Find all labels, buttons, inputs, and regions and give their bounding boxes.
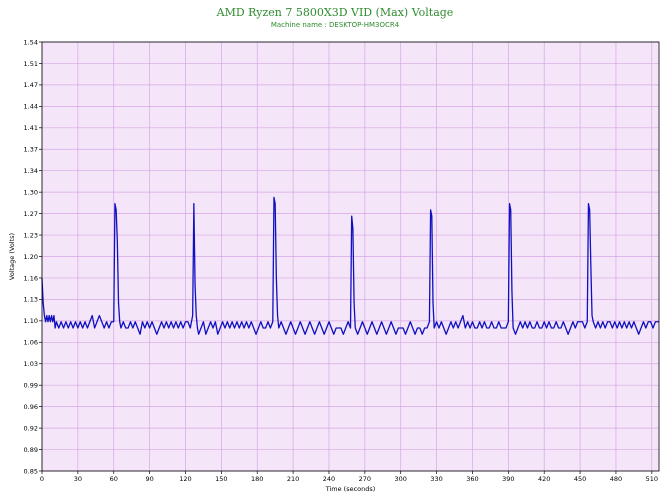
y-axis-ticks: 0.85 0.89 0.92 0.96 0.99 1.03 1.06 1.10 1.13 1.16…: [24, 38, 42, 475]
y-tick-label: 1.23: [24, 231, 38, 239]
voltage-series-line: [41, 196, 659, 335]
y-tick-label: 1.41: [24, 124, 38, 132]
y-tick-label: 1.47: [24, 81, 38, 89]
y-tick-label: 1.30: [24, 188, 38, 196]
gridlines: [41, 41, 659, 472]
x-tick-label: 300: [395, 475, 407, 483]
x-axis-ticks: 0 30 60 90 120 150 180 210 240 270 300 330 360 390 420…: [40, 471, 658, 483]
series-layer: [41, 196, 659, 335]
y-tick-label: 1.10: [24, 317, 38, 325]
x-tick-label: 210: [287, 475, 299, 483]
y-tick-label: 1.27: [24, 210, 38, 218]
x-tick-label: 510: [646, 475, 658, 483]
x-tick-label: 390: [502, 475, 514, 483]
x-tick-label: 0: [40, 475, 44, 483]
y-tick-label: 0.96: [24, 403, 38, 411]
x-tick-label: 60: [110, 475, 118, 483]
y-tick-label: 0.92: [24, 424, 38, 432]
x-tick-label: 270: [359, 475, 371, 483]
y-tick-label: 0.89: [24, 446, 38, 454]
y-tick-label: 1.51: [24, 60, 38, 68]
x-tick-label: 180: [251, 475, 263, 483]
x-tick-label: 480: [610, 475, 622, 483]
x-tick-label: 360: [466, 475, 478, 483]
y-tick-label: 0.85: [24, 467, 38, 475]
y-tick-label: 1.20: [24, 253, 38, 261]
x-tick-label: 90: [145, 475, 153, 483]
chart-subtitle: Machine name : DESKTOP-HM3OCR4: [270, 21, 400, 29]
x-axis-label: Time (seconds): [325, 485, 376, 493]
x-tick-label: 420: [538, 475, 550, 483]
y-tick-label: 1.37: [24, 146, 38, 154]
y-axis-label: Voltage (Volts): [8, 233, 16, 280]
x-tick-label: 150: [215, 475, 227, 483]
chart-title: AMD Ryzen 7 5800X3D VID (Max) Voltage: [216, 6, 454, 19]
x-tick-label: 30: [74, 475, 82, 483]
y-tick-label: 1.54: [24, 38, 38, 46]
y-tick-label: 1.06: [24, 339, 38, 347]
x-tick-label: 450: [574, 475, 586, 483]
y-tick-label: 1.03: [24, 360, 38, 368]
y-tick-label: 1.16: [24, 274, 38, 282]
x-tick-label: 330: [430, 475, 442, 483]
x-tick-label: 120: [179, 475, 191, 483]
y-tick-label: 1.13: [24, 296, 38, 304]
x-tick-label: 240: [323, 475, 335, 483]
y-tick-label: 1.34: [24, 167, 38, 175]
y-tick-label: 1.44: [24, 103, 38, 111]
y-tick-label: 0.99: [24, 382, 38, 390]
